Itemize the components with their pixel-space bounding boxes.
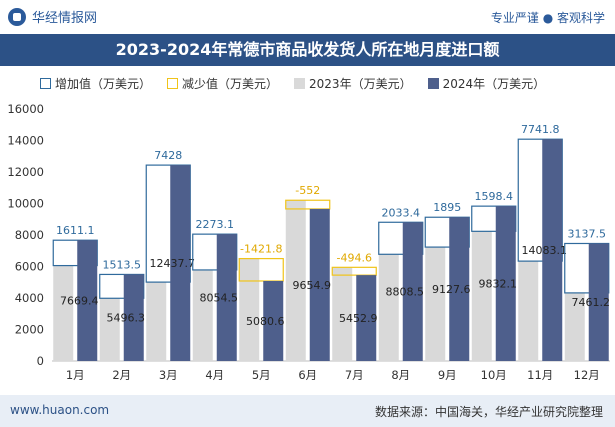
legend-label-2024: 2024年（万美元） bbox=[442, 76, 546, 91]
x-tick-label: 9月 bbox=[438, 368, 457, 382]
legend-swatch-decrease bbox=[167, 77, 179, 89]
change-data-label: 7741.8 bbox=[521, 123, 560, 136]
change-data-label: 7428 bbox=[154, 149, 182, 162]
change-data-label: 1895 bbox=[433, 201, 461, 214]
footer-source: 数据来源：中国海关，华经产业研究院整理 bbox=[374, 405, 603, 419]
bar-2023 bbox=[99, 298, 120, 361]
change-data-label: 2273.1 bbox=[196, 218, 235, 231]
value-2024-data-label: 5496.3 bbox=[107, 312, 146, 325]
legend-label-decrease: 减少值（万美元） bbox=[182, 76, 279, 91]
change-data-label: 1611.1 bbox=[56, 224, 95, 237]
bar-2024 bbox=[588, 243, 609, 361]
y-tick-label: 0 bbox=[37, 354, 44, 368]
x-tick-label: 11月 bbox=[527, 368, 553, 382]
bar-2024 bbox=[356, 275, 377, 361]
value-2024-data-label: 9832.1 bbox=[479, 278, 518, 291]
bar-2023 bbox=[518, 261, 539, 361]
bar-2023 bbox=[564, 292, 585, 361]
value-2024-data-label: 5452.9 bbox=[339, 312, 378, 325]
x-tick-label: 1月 bbox=[66, 368, 85, 382]
value-2024-data-label: 12437.7 bbox=[150, 257, 196, 270]
top-bar: 华经情报网 专业严谨 ● 客观科学 bbox=[0, 0, 615, 34]
x-tick-label: 8月 bbox=[391, 368, 410, 382]
huajing-logo-icon bbox=[8, 7, 26, 26]
change-data-label: -1421.8 bbox=[240, 243, 282, 256]
bar-2023 bbox=[425, 247, 446, 361]
bar-2024 bbox=[309, 208, 330, 361]
brand-name: 华经情报网 bbox=[32, 11, 98, 26]
value-2024-data-label: 9654.9 bbox=[293, 279, 332, 292]
change-data-label: 1598.4 bbox=[475, 190, 514, 203]
value-2024-data-label: 8054.5 bbox=[200, 292, 239, 305]
value-2024-data-label: 14083.1 bbox=[522, 244, 568, 257]
y-tick-label: 16000 bbox=[7, 102, 44, 116]
bar-decrease bbox=[238, 257, 284, 282]
value-2024-data-label: 7461.2 bbox=[572, 296, 611, 309]
chart-legend: 增加值（万美元） 减少值（万美元） 2023年（万美元） 2024年（万美元） bbox=[40, 73, 600, 93]
brand: 华经情报网 bbox=[8, 7, 97, 26]
legend-item-2023: 2023年（万美元） bbox=[294, 75, 412, 92]
bar-decrease bbox=[285, 199, 331, 210]
bar-decrease bbox=[331, 266, 377, 276]
footer-url[interactable]: www.huaon.com bbox=[10, 403, 110, 417]
change-data-label: 1513.5 bbox=[103, 258, 142, 271]
bar-2023 bbox=[239, 258, 260, 361]
legend-item-increase: 增加值（万美元） bbox=[40, 75, 151, 92]
y-tick-label: 12000 bbox=[7, 165, 44, 179]
legend-swatch-increase bbox=[40, 77, 51, 89]
bar-2024 bbox=[77, 240, 98, 361]
bar-2024 bbox=[402, 222, 423, 361]
change-data-label: -494.6 bbox=[337, 251, 372, 264]
value-2024-data-label: 7669.4 bbox=[60, 295, 99, 308]
value-2024-data-label: 8808.5 bbox=[386, 286, 425, 299]
bar-2023 bbox=[146, 282, 167, 361]
bar-2024 bbox=[170, 165, 191, 361]
x-tick-label: 4月 bbox=[205, 368, 224, 382]
legend-item-2024: 2024年（万美元） bbox=[427, 75, 546, 92]
x-tick-label: 6月 bbox=[298, 368, 317, 382]
y-tick-label: 6000 bbox=[15, 260, 44, 274]
x-tick-label: 12月 bbox=[574, 368, 600, 382]
y-tick-label: 10000 bbox=[7, 197, 44, 211]
bar-2024 bbox=[542, 139, 563, 361]
x-tick-label: 5月 bbox=[252, 368, 271, 382]
bar-chart: 0 2000 4000 6000 8000 10000 12000 14000 16000 161… bbox=[7, 102, 611, 382]
bar-2024 bbox=[449, 217, 470, 361]
legend-swatch-2024 bbox=[427, 77, 439, 89]
title-band: 2023-2024年常德市商品收发货人所在地月度进口额 bbox=[0, 34, 615, 66]
y-tick-label: 2000 bbox=[15, 323, 44, 337]
bar-2024 bbox=[123, 274, 144, 361]
change-data-label: 2033.4 bbox=[382, 206, 421, 219]
y-tick-label: 14000 bbox=[7, 134, 44, 148]
legend-swatch-2023 bbox=[294, 77, 306, 89]
legend-item-decrease: 减少值（万美元） bbox=[167, 75, 278, 92]
legend-label-2023: 2023年（万美元） bbox=[309, 76, 412, 91]
bar-2024 bbox=[495, 206, 516, 361]
value-2024-data-label: 5080.6 bbox=[246, 315, 285, 328]
y-tick-label: 4000 bbox=[15, 291, 44, 305]
y-tick-label: 8000 bbox=[15, 228, 44, 242]
value-2024-data-label: 9127.6 bbox=[432, 283, 471, 296]
bar-2023 bbox=[285, 200, 306, 361]
bar-2023 bbox=[378, 254, 399, 361]
tagline: 专业严谨 ● 客观科学 bbox=[490, 11, 605, 25]
bar-2023 bbox=[471, 231, 492, 361]
change-data-label: 3137.5 bbox=[568, 227, 607, 240]
bar-2023 bbox=[192, 269, 213, 361]
bar-2024 bbox=[263, 280, 284, 361]
bar-2024 bbox=[216, 234, 237, 361]
x-tick-label: 7月 bbox=[345, 368, 364, 382]
legend-label-increase: 增加值（万美元） bbox=[55, 76, 152, 91]
footer: www.huaon.com 数据来源：中国海关，华经产业研究院整理 bbox=[0, 395, 615, 427]
bar-2023 bbox=[332, 267, 353, 361]
change-data-label: -552 bbox=[295, 184, 320, 197]
x-tick-label: 3月 bbox=[159, 368, 178, 382]
bar-2023 bbox=[53, 265, 74, 361]
x-tick-label: 10月 bbox=[481, 368, 507, 382]
x-tick-label: 2月 bbox=[112, 368, 131, 382]
chart-title: 2023-2024年常德市商品收发货人所在地月度进口额 bbox=[115, 40, 500, 59]
